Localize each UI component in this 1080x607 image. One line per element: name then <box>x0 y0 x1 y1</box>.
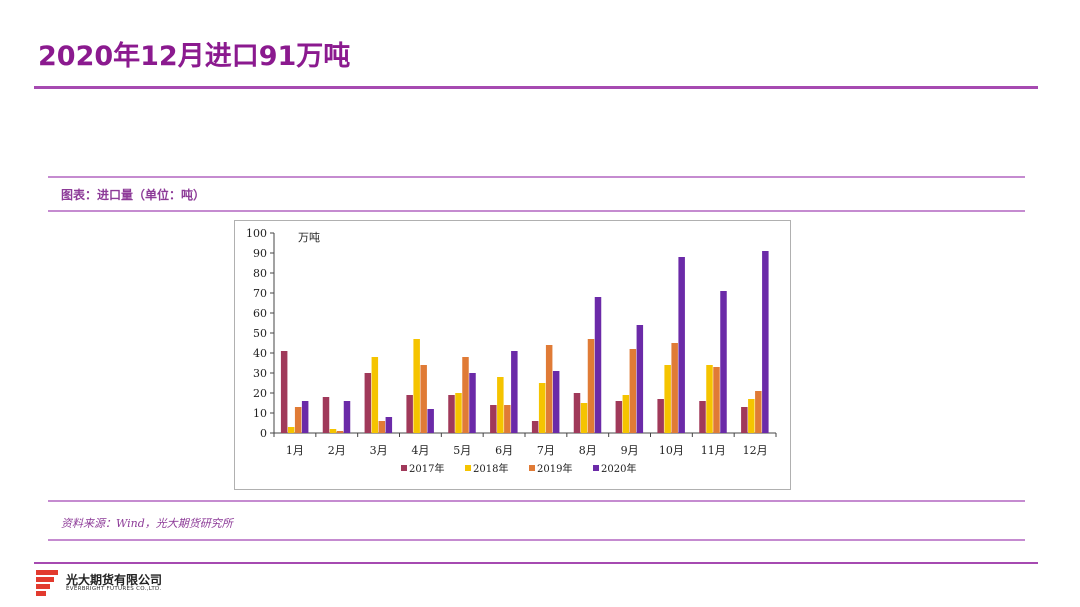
x-tick-label: 7月 <box>537 444 555 457</box>
caption-top-rule <box>48 176 1025 178</box>
title-divider <box>34 86 1038 89</box>
y-tick-label: 10 <box>253 407 267 420</box>
bar-2019年-9月 <box>629 349 637 433</box>
bar-2017年-6月 <box>490 405 497 433</box>
bar-2020年-1月 <box>301 401 309 433</box>
caption-bottom-rule <box>48 210 1025 212</box>
bar-2020年-10月 <box>678 257 685 433</box>
bar-2017年-7月 <box>531 421 539 433</box>
bar-2017年-4月 <box>406 395 413 433</box>
y-tick-label: 30 <box>253 367 267 380</box>
bar-2020年-11月 <box>720 291 727 433</box>
y-tick-label: 0 <box>260 427 267 440</box>
x-tick-label: 12月 <box>743 444 768 457</box>
y-tick-label: 80 <box>253 267 267 280</box>
legend-swatch-2017年 <box>401 465 407 471</box>
y-tick-label: 100 <box>246 227 267 240</box>
x-tick-label: 6月 <box>495 444 513 457</box>
bar-2018年-12月 <box>748 399 755 433</box>
bar-2020年-9月 <box>636 325 644 433</box>
bar-2020年-7月 <box>552 371 560 433</box>
bar-2018年-5月 <box>455 393 462 433</box>
bar-2020年-4月 <box>427 409 434 433</box>
y-tick-label: 40 <box>253 347 267 360</box>
y-tick-label: 50 <box>253 327 267 340</box>
legend-swatch-2019年 <box>529 465 535 471</box>
source-note: 资料来源：Wind，光大期货研究所 <box>61 517 233 530</box>
bar-2018年-3月 <box>371 357 379 433</box>
bar-2018年-2月 <box>329 429 337 433</box>
bar-2019年-3月 <box>378 421 386 433</box>
bar-2019年-6月 <box>504 405 511 433</box>
bar-2018年-6月 <box>497 377 504 433</box>
x-tick-label: 5月 <box>453 444 471 457</box>
legend-swatch-2018年 <box>465 465 471 471</box>
source-top-rule <box>48 500 1025 502</box>
bar-2018年-7月 <box>538 383 546 433</box>
x-tick-label: 2月 <box>328 444 346 457</box>
y-tick-label: 20 <box>253 387 267 400</box>
bar-2019年-1月 <box>294 407 302 433</box>
bar-2020年-6月 <box>511 351 518 433</box>
bar-2020年-12月 <box>762 251 769 433</box>
bar-2018年-11月 <box>706 365 713 433</box>
x-tick-label: 9月 <box>621 444 639 457</box>
bar-2017年-9月 <box>615 401 623 433</box>
bar-2019年-5月 <box>462 357 469 433</box>
y-tick-label: 70 <box>253 287 267 300</box>
bar-2017年-8月 <box>573 393 581 433</box>
unit-label: 万吨 <box>298 231 320 244</box>
bar-2017年-3月 <box>364 373 372 433</box>
x-tick-label: 4月 <box>411 444 429 457</box>
bar-2020年-2月 <box>343 401 351 433</box>
bar-2018年-4月 <box>413 339 420 433</box>
bar-chart: 0 10 20 30 40 50 60 70 80 90 100 万吨 1月 2月 3月 4月 5月 6月 7月 8月… <box>246 227 777 475</box>
page-title: 2020年12月进口91万吨 <box>38 41 351 72</box>
bar-2017年-10月 <box>657 399 664 433</box>
company-name-cn: 光大期货有限公司 <box>66 573 163 587</box>
bar-2017年-5月 <box>448 395 455 433</box>
bar-2019年-11月 <box>713 367 720 433</box>
company-name-en: EVERBRIGHT FUTURES CO.,LTD. <box>66 586 162 592</box>
x-tick-label: 1月 <box>286 444 304 457</box>
bar-2020年-3月 <box>385 417 393 433</box>
bar-2017年-1月 <box>280 351 288 433</box>
bar-2020年-5月 <box>469 373 476 433</box>
bar-2017年-11月 <box>699 401 706 433</box>
bar-2019年-4月 <box>420 365 427 433</box>
bar-2019年-2月 <box>336 431 344 433</box>
legend-label-2020年: 2020年 <box>601 462 636 475</box>
bar-2019年-10月 <box>671 343 678 433</box>
legend-label-2019年: 2019年 <box>537 462 572 475</box>
bar-2018年-8月 <box>580 403 588 433</box>
x-tick-label: 11月 <box>701 444 726 457</box>
bar-2017年-2月 <box>322 397 330 433</box>
x-tick-label: 10月 <box>659 444 684 457</box>
x-tick-label: 3月 <box>370 444 388 457</box>
y-tick-label: 60 <box>253 307 267 320</box>
bar-2018年-1月 <box>287 427 295 433</box>
bar-2018年-9月 <box>622 395 630 433</box>
x-tick-label: 8月 <box>579 444 597 457</box>
footer-divider <box>34 562 1038 564</box>
bar-2019年-7月 <box>545 345 553 433</box>
chart-caption: 图表：进口量（单位：吨） <box>61 188 206 202</box>
legend-swatch-2020年 <box>593 465 599 471</box>
legend-label-2017年: 2017年 <box>409 462 444 475</box>
bar-2019年-12月 <box>755 391 762 433</box>
company-logo-icon <box>36 570 58 596</box>
legend-label-2018年: 2018年 <box>473 462 508 475</box>
bar-2018年-10月 <box>664 365 671 433</box>
bar-2019年-8月 <box>587 339 595 433</box>
y-tick-label: 90 <box>253 247 267 260</box>
bar-2017年-12月 <box>741 407 748 433</box>
chart-container: 0 10 20 30 40 50 60 70 80 90 100 万吨 1月 2月 3月 4月 5月 6月 7月 8月… <box>234 220 791 490</box>
bar-2020年-8月 <box>594 297 602 433</box>
source-bottom-rule <box>48 539 1025 541</box>
